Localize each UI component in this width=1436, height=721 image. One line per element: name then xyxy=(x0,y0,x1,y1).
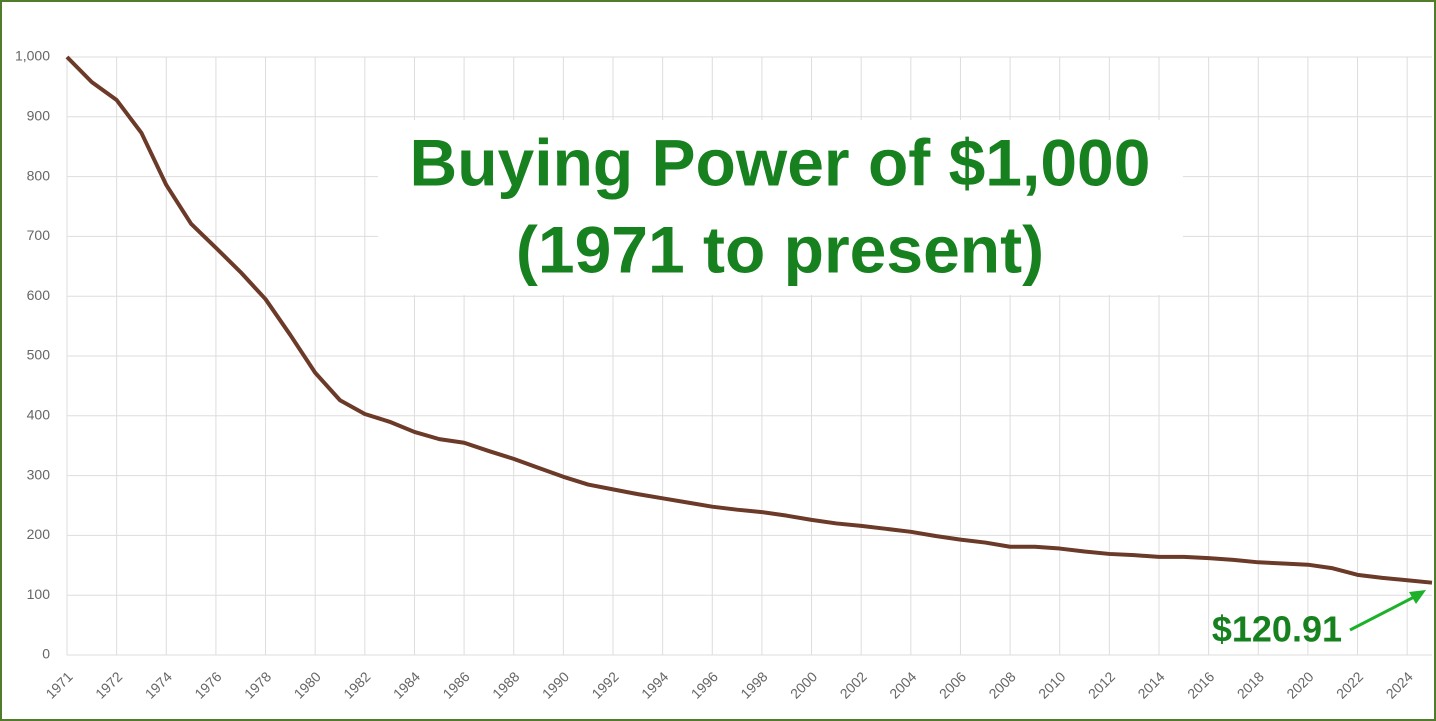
grid xyxy=(66,56,1432,656)
marks xyxy=(65,55,1433,585)
annotation-arrow xyxy=(1349,594,1417,632)
y-tick-label: 1,000 xyxy=(15,48,50,64)
title-box xyxy=(378,120,1183,295)
y-tick-label: 900 xyxy=(27,108,51,124)
data-line xyxy=(65,55,1433,585)
y-tick-label: 200 xyxy=(27,526,51,542)
y-tick-label: 100 xyxy=(27,586,51,602)
y-tick-label: 400 xyxy=(27,407,51,423)
y-tick-label: 700 xyxy=(27,227,51,243)
annotation: $120.91 xyxy=(1212,609,1342,650)
y-tick-label: 300 xyxy=(27,466,51,482)
chart-subtitle: (1971 to present) xyxy=(516,212,1044,286)
arrow-head xyxy=(1409,590,1426,604)
y-tick-label: 600 xyxy=(27,287,51,303)
y-tick-label: 0 xyxy=(42,646,50,662)
chart-title: Buying Power of $1,000 xyxy=(410,125,1151,199)
y-tick-label: 800 xyxy=(27,167,51,183)
y-tick-label: 500 xyxy=(27,347,51,363)
